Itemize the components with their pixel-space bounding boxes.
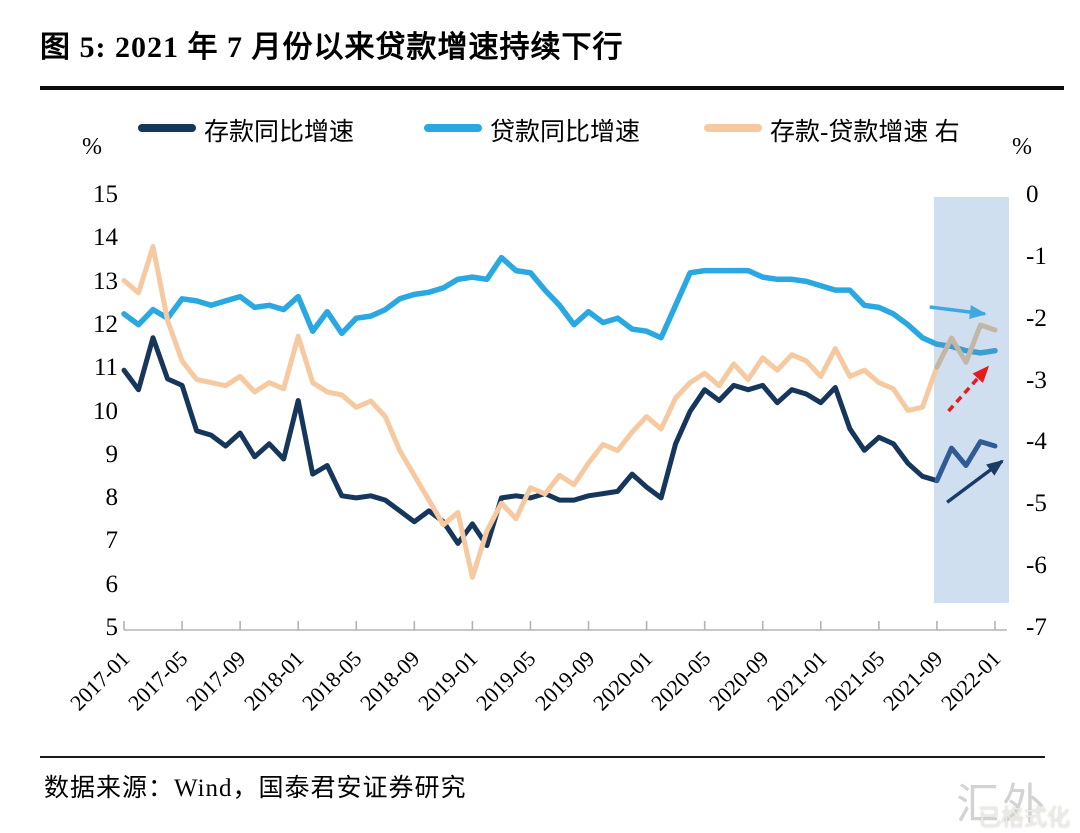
series-line-2: [121, 244, 940, 580]
left-axis-tick: 12: [93, 310, 118, 338]
right-axis-tick: -6: [1026, 552, 1047, 580]
right-axis-tick: -5: [1026, 490, 1047, 518]
right-axis-tick: -4: [1026, 428, 1047, 456]
left-axis-tick: 13: [93, 267, 118, 295]
right-axis-unit: %: [1012, 134, 1032, 160]
right-axis-tick: -2: [1026, 304, 1047, 332]
left-axis-tick: 10: [93, 397, 118, 425]
series-line-2-tail: [934, 322, 998, 370]
right-axis-tick: 0: [1026, 181, 1039, 208]
left-axis-unit: %: [82, 134, 102, 160]
data-source: 数据来源：Wind，国泰君安证券研究: [44, 775, 467, 802]
left-axis-tick: 8: [105, 484, 119, 512]
right-axis-tick: -3: [1026, 366, 1047, 394]
legend-label-deposit: 存款同比增速: [204, 119, 355, 146]
series-line-0: [121, 335, 940, 549]
spread-trend-arrow: [947, 365, 990, 413]
legend-label-spread: 存款-贷款增速 右: [770, 119, 960, 146]
watermark-overlay: 已格式化: [978, 804, 1070, 830]
left-axis-tick: 15: [93, 181, 118, 208]
source-rule: [40, 756, 1045, 758]
loan-line-swatch: [424, 124, 482, 132]
deposit-trend-arrow: [946, 459, 1004, 504]
highlight-band: [934, 197, 1009, 603]
left-axis-tick: 14: [93, 224, 118, 252]
left-axis-tick: 7: [105, 527, 119, 555]
deposit-line-swatch: [138, 124, 196, 132]
right-axis-tick: -7: [1026, 614, 1047, 641]
left-axis-tick: 11: [93, 354, 118, 382]
loan-trend-arrow: [929, 305, 987, 319]
left-axis-tick: 5: [105, 614, 119, 641]
left-axis-tick: 9: [105, 440, 119, 468]
spread-line-swatch: [704, 124, 762, 132]
figure-title: 图 5: 2021 年 7 月份以来贷款增速持续下行: [40, 31, 624, 64]
series-line-1: [121, 254, 940, 347]
title-rule: [40, 86, 1064, 90]
left-axis-tick: 6: [105, 570, 119, 598]
series-line-0-tail: [934, 439, 998, 484]
watermark: 汇外网: [956, 781, 1048, 829]
legend-label-loan: 贷款同比增速: [490, 119, 641, 146]
right-axis-tick: -1: [1026, 242, 1047, 270]
